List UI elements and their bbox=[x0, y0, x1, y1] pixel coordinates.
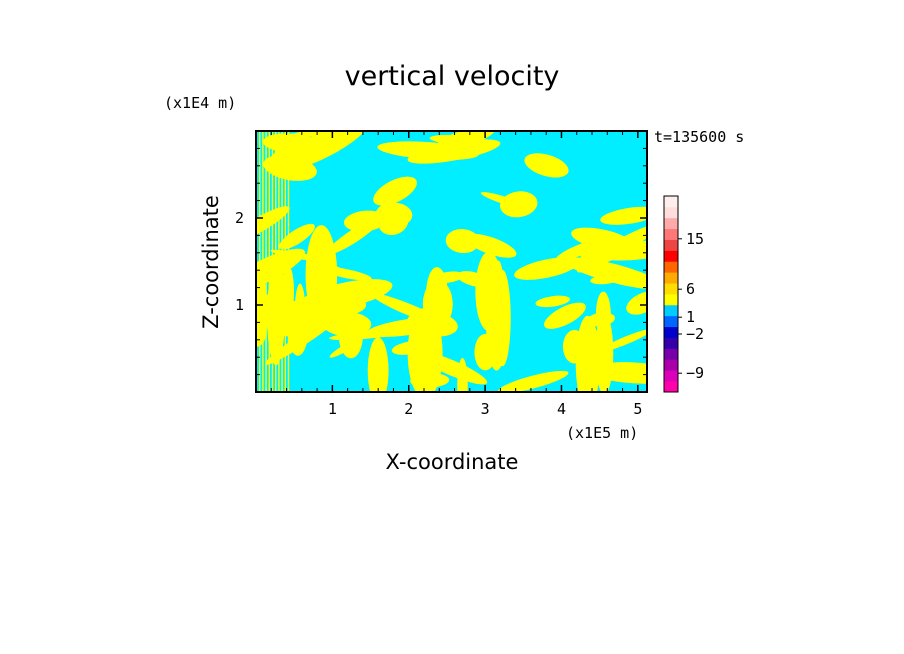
positive-plume bbox=[595, 312, 614, 392]
positive-striation bbox=[275, 131, 277, 392]
positive-striation bbox=[271, 131, 274, 392]
chart-title: vertical velocity bbox=[345, 61, 560, 92]
x-tick-label: 1 bbox=[328, 400, 337, 418]
y-tick-label: 1 bbox=[235, 296, 244, 314]
colorbar-swatch bbox=[664, 228, 678, 240]
colorbar-swatch bbox=[664, 272, 678, 284]
x-tick-label: 3 bbox=[481, 400, 490, 418]
colorbar-swatch bbox=[664, 239, 678, 251]
colorbar-swatch bbox=[664, 359, 678, 371]
positive-band bbox=[377, 141, 479, 160]
contour-field bbox=[256, 131, 647, 392]
positive-plume bbox=[575, 315, 600, 392]
positive-plume bbox=[422, 280, 453, 329]
colorbar-label: 1 bbox=[686, 308, 695, 326]
colorbar-swatch bbox=[664, 283, 678, 295]
x-scale-label: (x1E5 m) bbox=[566, 424, 638, 442]
colorbar-swatch bbox=[664, 315, 678, 328]
x-tick-label: 4 bbox=[557, 400, 566, 418]
plot-frame bbox=[255, 130, 648, 393]
y-axis-ticks: 12 bbox=[235, 147, 647, 376]
positive-band bbox=[544, 302, 586, 329]
colorbar-label: 15 bbox=[686, 230, 704, 248]
positive-striation bbox=[278, 131, 280, 392]
positive-band bbox=[524, 153, 569, 178]
colorbar-swatch bbox=[664, 337, 678, 349]
positive-band bbox=[514, 257, 580, 280]
y-axis-title: Z-coordinate bbox=[199, 195, 223, 329]
positive-plume bbox=[305, 225, 338, 325]
positive-band bbox=[600, 206, 647, 225]
positive-band bbox=[480, 192, 532, 210]
time-label: t=135600 s bbox=[654, 128, 744, 146]
colorbar-labels: 15 6 1−2 −9 bbox=[678, 230, 704, 382]
positive-striation bbox=[268, 131, 270, 392]
y-scale-label: (x1E4 m) bbox=[164, 94, 236, 112]
colorbar-swatch bbox=[664, 206, 678, 219]
colorbar-swatch bbox=[664, 304, 678, 317]
positive-striation bbox=[265, 131, 267, 392]
positive-plume bbox=[486, 279, 507, 371]
colorbar-swatch bbox=[664, 370, 678, 382]
x-axis-ticks: 1 2 3 4 5 bbox=[270, 131, 642, 418]
positive-band bbox=[429, 134, 485, 146]
positive-band bbox=[626, 291, 647, 315]
colorbar-swatch bbox=[664, 250, 678, 262]
colorbar-label: −2 bbox=[686, 325, 704, 343]
colorbar-swatch bbox=[664, 196, 678, 208]
positive-plume bbox=[367, 337, 389, 392]
colorbar bbox=[664, 196, 678, 393]
colorbar-swatch bbox=[664, 381, 678, 393]
positive-striation bbox=[281, 131, 283, 392]
positive-band bbox=[445, 228, 480, 254]
colorbar-label: 6 bbox=[686, 280, 695, 298]
positive-striation bbox=[284, 131, 286, 392]
positive-striation bbox=[287, 131, 290, 392]
positive-band bbox=[498, 370, 569, 392]
positive-band bbox=[373, 176, 417, 206]
x-tick-label: 5 bbox=[633, 400, 642, 418]
positive-band bbox=[535, 295, 571, 308]
positive-plume bbox=[288, 309, 308, 356]
positive-plume bbox=[256, 276, 267, 330]
positive-band bbox=[375, 202, 413, 227]
colorbar-swatch bbox=[664, 326, 678, 338]
positive-band bbox=[590, 274, 621, 285]
positive-band bbox=[263, 154, 317, 181]
positive-plume bbox=[457, 357, 468, 392]
colorbar-swatch bbox=[664, 294, 678, 306]
x-tick-label: 2 bbox=[404, 400, 413, 418]
positive-striation bbox=[259, 131, 261, 392]
field-bands bbox=[256, 131, 647, 392]
colorbar-frame bbox=[663, 195, 679, 393]
positive-band bbox=[576, 224, 647, 273]
colorbar-swatch bbox=[664, 217, 678, 230]
y-tick-label: 2 bbox=[235, 209, 244, 227]
x-axis-title: X-coordinate bbox=[386, 450, 519, 474]
colorbar-swatch bbox=[664, 348, 678, 360]
positive-plume bbox=[338, 313, 363, 359]
positive-plume bbox=[407, 307, 443, 392]
positive-band bbox=[256, 206, 290, 244]
colorbar-swatch bbox=[664, 261, 678, 273]
positive-striation bbox=[262, 131, 264, 392]
colorbar-label: −9 bbox=[686, 364, 704, 382]
